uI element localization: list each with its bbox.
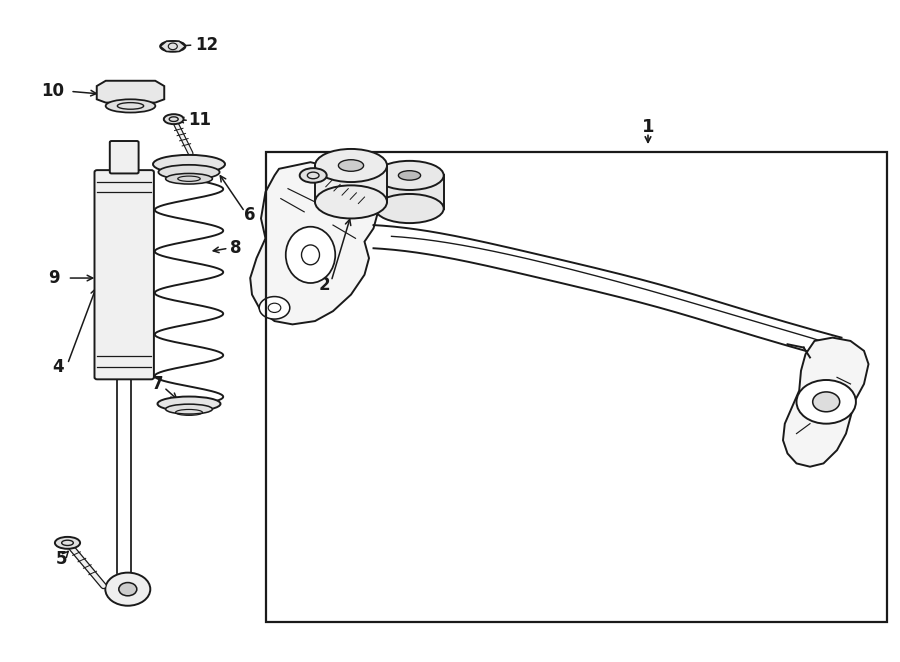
Ellipse shape — [315, 149, 387, 182]
Text: 8: 8 — [230, 239, 241, 258]
Text: 3: 3 — [344, 153, 355, 171]
FancyBboxPatch shape — [94, 170, 154, 379]
Text: 6: 6 — [245, 206, 256, 224]
Ellipse shape — [166, 404, 212, 414]
Bar — [266, 152, 886, 622]
Text: 2: 2 — [319, 275, 329, 294]
Polygon shape — [250, 162, 378, 324]
Ellipse shape — [338, 160, 364, 171]
Ellipse shape — [158, 165, 220, 179]
Text: 12: 12 — [195, 36, 219, 54]
Circle shape — [119, 583, 137, 596]
Circle shape — [796, 380, 856, 424]
Ellipse shape — [399, 171, 420, 180]
Ellipse shape — [375, 194, 444, 223]
Text: 11: 11 — [188, 111, 212, 130]
Text: 9: 9 — [49, 269, 59, 287]
Circle shape — [105, 573, 150, 606]
Ellipse shape — [105, 99, 156, 113]
Text: 5: 5 — [56, 550, 67, 569]
Ellipse shape — [55, 537, 80, 549]
Ellipse shape — [153, 155, 225, 173]
Ellipse shape — [164, 115, 184, 124]
Ellipse shape — [158, 397, 220, 411]
Ellipse shape — [286, 226, 335, 283]
Ellipse shape — [160, 41, 185, 52]
Text: 7: 7 — [152, 375, 163, 393]
Circle shape — [813, 392, 840, 412]
Text: 10: 10 — [40, 82, 64, 101]
Ellipse shape — [166, 173, 212, 184]
Text: 1: 1 — [642, 118, 654, 136]
FancyBboxPatch shape — [110, 141, 139, 173]
Circle shape — [259, 297, 290, 319]
Ellipse shape — [300, 168, 327, 183]
Ellipse shape — [315, 185, 387, 218]
Polygon shape — [160, 41, 185, 52]
Bar — [375, 175, 444, 209]
Polygon shape — [783, 338, 868, 467]
Text: 4: 4 — [53, 358, 64, 377]
Ellipse shape — [375, 161, 444, 190]
Bar — [315, 166, 387, 202]
Polygon shape — [96, 81, 164, 103]
